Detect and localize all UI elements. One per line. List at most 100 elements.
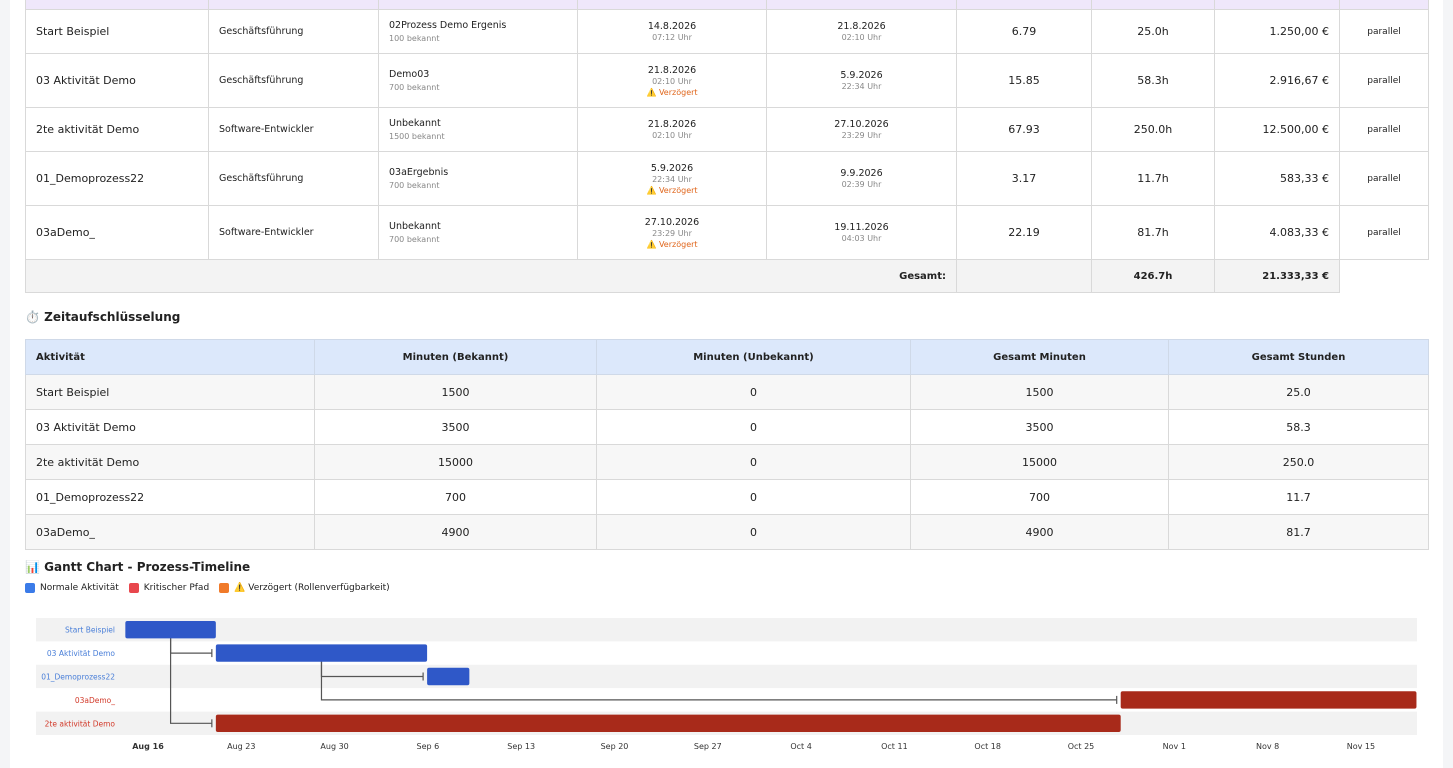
total-hours-cell: 11.7 xyxy=(1168,479,1429,515)
gantt-row-label: Start Beispiel xyxy=(65,626,115,635)
breakdown-header-row: Aktivität Minuten (Bekannt) Minuten (Unb… xyxy=(25,339,1429,375)
activity-cost: 1.250,00 € xyxy=(1214,9,1340,54)
gantt-bar xyxy=(215,644,428,662)
start-date: 21.8.2026 xyxy=(647,119,697,130)
gantt-row-label: 03 Aktivität Demo xyxy=(47,649,116,658)
table-row: 03 Aktivität Demo Geschäftsführung Demo03 7… xyxy=(25,53,1429,108)
end-date: 5.9.2026 xyxy=(840,70,883,81)
delayed-badge: ⚠️ Verzögert xyxy=(646,239,698,249)
end-time: 23:29 Uhr xyxy=(841,131,882,140)
end-date: 21.8.2026 xyxy=(837,21,886,32)
start-time: 07:12 Uhr xyxy=(652,33,692,42)
activity-end: 5.9.2026 22:34 Uhr xyxy=(766,53,957,108)
start-date: 21.8.2026 xyxy=(647,64,697,76)
legend-normal: Normale Aktivität xyxy=(25,583,119,593)
activity-start: 5.9.2026 22:34 Uhr ⚠️ Verzögert xyxy=(577,151,767,206)
minutes-known-cell: 4900 xyxy=(314,514,597,550)
output-name: Unbekannt xyxy=(389,221,441,232)
activity-end: 27.10.2026 23:29 Uhr xyxy=(766,107,957,152)
activity-start: 14.8.2026 07:12 Uhr xyxy=(577,9,767,54)
legend-delayed-swatch xyxy=(219,583,230,593)
activity-role: Software-Entwickler xyxy=(208,107,379,152)
minutes-unknown-cell: 0 xyxy=(596,374,911,410)
activity-value: 15.85 xyxy=(956,53,1092,108)
activity-cell: 03aDemo_ xyxy=(25,514,315,550)
activity-hours: 58.3h xyxy=(1091,53,1215,108)
total-row: Gesamt: 426.7h 21.333,33 € xyxy=(25,259,1429,293)
table-row: 01_Demoprozess22 Geschäftsführung 03aErgeb… xyxy=(25,151,1429,206)
x-tick-label: Nov 1 xyxy=(1163,742,1186,751)
gantt-legend: Normale Aktivität Kritischer Pfad ⚠️ Ver… xyxy=(25,583,390,593)
total-cost: 21.333,33 € xyxy=(1214,259,1340,293)
activity-output: Unbekannt 1500 bekannt xyxy=(378,107,578,152)
end-time: 02:39 Uhr xyxy=(841,180,882,189)
x-tick-label: Sep 27 xyxy=(694,742,722,751)
total-minutes-cell: 15000 xyxy=(910,444,1169,480)
x-tick-label: Sep 6 xyxy=(417,742,440,751)
x-tick-label: Oct 18 xyxy=(974,742,1001,751)
header-total-hours: Gesamt Stunden xyxy=(1168,339,1429,375)
start-date: 27.10.2026 xyxy=(644,216,700,228)
minutes-known-cell: 3500 xyxy=(314,409,597,445)
table-row: 01_Demoprozess22 700 0 700 11.7 xyxy=(25,479,1429,515)
x-tick-label: Sep 20 xyxy=(601,742,629,751)
start-time: 02:10 Uhr xyxy=(652,131,692,140)
x-tick-label: Aug 23 xyxy=(227,742,255,751)
table-row: 03aDemo_ 4900 0 4900 81.7 xyxy=(25,514,1429,550)
gantt-bar xyxy=(1120,691,1417,709)
activity-end: 9.9.2026 02:39 Uhr xyxy=(766,151,957,206)
gantt-bar xyxy=(215,714,1121,732)
activity-name: Start Beispiel xyxy=(25,9,209,54)
activity-cost: 2.916,67 € xyxy=(1214,53,1340,108)
x-tick-label: Oct 11 xyxy=(881,742,908,751)
output-known: 700 bekannt xyxy=(389,83,440,92)
legend-critical: Kritischer Pfad xyxy=(128,583,209,593)
activity-mode: parallel xyxy=(1339,107,1429,152)
activity-mode: parallel xyxy=(1339,205,1429,260)
table-row: Start Beispiel Geschäftsführung 02Prozess … xyxy=(25,9,1429,54)
activity-cell: 2te aktivität Demo xyxy=(25,444,315,480)
activity-start: 21.8.2026 02:10 Uhr ⚠️ Verzögert xyxy=(577,53,767,108)
total-minutes-cell: 1500 xyxy=(910,374,1169,410)
gantt-row-label: 01_Demoprozess22 xyxy=(41,673,115,682)
x-tick-label: Sep 13 xyxy=(507,742,535,751)
dependency-link xyxy=(169,637,212,724)
activity-name: 01_Demoprozess22 xyxy=(25,151,209,206)
output-known: 1500 bekannt xyxy=(389,132,445,141)
total-label: Gesamt: xyxy=(25,259,957,293)
minutes-unknown-cell: 0 xyxy=(596,444,911,480)
time-breakdown-table: Aktivität Minuten (Bekannt) Minuten (Unb… xyxy=(25,339,1429,550)
output-name: 03aErgebnis xyxy=(389,167,449,178)
minutes-unknown-cell: 0 xyxy=(596,514,911,550)
x-tick-label: Nov 8 xyxy=(1256,742,1279,751)
x-tick-label: Aug 30 xyxy=(320,742,348,751)
activity-output: 03aErgebnis 700 bekannt xyxy=(378,151,578,206)
gantt-row-label: 2te aktivität Demo xyxy=(45,719,116,728)
breakdown-title: ⏱️ Zeitaufschlüsselung xyxy=(25,310,181,324)
activity-end: 21.8.2026 02:10 Uhr xyxy=(766,9,957,54)
gantt-title: 📊 Gantt Chart - Prozess-Timeline xyxy=(25,560,251,574)
total-minutes-cell: 4900 xyxy=(910,514,1169,550)
table-row: 2te aktivität Demo 15000 0 15000 250.0 xyxy=(25,444,1429,480)
activity-hours: 81.7h xyxy=(1091,205,1215,260)
x-tick-label: Nov 15 xyxy=(1347,742,1375,751)
activity-value: 6.79 xyxy=(956,9,1092,54)
header-minutes-unknown: Minuten (Unbekannt) xyxy=(596,339,911,375)
output-known: 700 bekannt xyxy=(389,181,440,190)
activity-mode: parallel xyxy=(1339,9,1429,54)
gantt-bar xyxy=(125,621,216,639)
minutes-known-cell: 700 xyxy=(314,479,597,515)
activity-name: 03 Aktivität Demo xyxy=(25,53,209,108)
activity-role: Software-Entwickler xyxy=(208,205,379,260)
end-date: 9.9.2026 xyxy=(840,168,883,179)
activity-cost: 12.500,00 € xyxy=(1214,107,1340,152)
activity-role: Geschäftsführung xyxy=(208,53,379,108)
minutes-known-cell: 1500 xyxy=(314,374,597,410)
minutes-known-cell: 15000 xyxy=(314,444,597,480)
activity-cost: 583,33 € xyxy=(1214,151,1340,206)
legend-delayed-label: ⚠️ Verzögert (Rollenverfügbarkeit) xyxy=(234,583,390,593)
activity-name: 03aDemo_ xyxy=(25,205,209,260)
legend-delayed: ⚠️ Verzögert (Rollenverfügbarkeit) xyxy=(219,583,390,593)
legend-normal-label: Normale Aktivität xyxy=(40,583,119,593)
